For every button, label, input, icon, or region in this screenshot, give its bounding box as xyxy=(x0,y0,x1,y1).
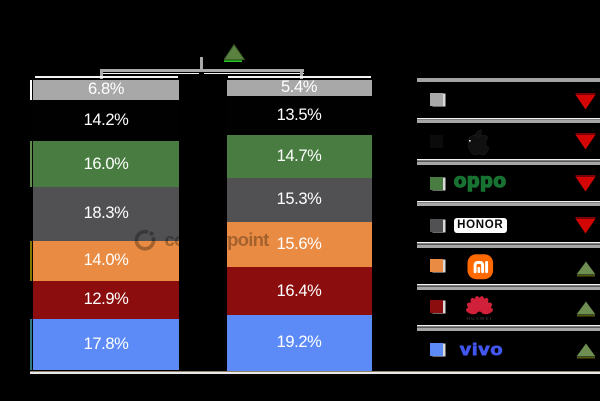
svg-text:counterpoint: counterpoint xyxy=(165,229,270,250)
svg-text:HUAWEI: HUAWEI xyxy=(466,317,492,322)
